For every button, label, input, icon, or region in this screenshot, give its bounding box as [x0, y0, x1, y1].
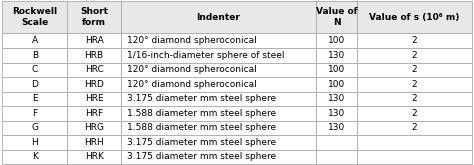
Bar: [121, 121, 316, 135]
Text: 2: 2: [411, 94, 417, 103]
Bar: [121, 92, 316, 106]
Bar: [357, 63, 472, 77]
Bar: [316, 77, 357, 92]
Bar: [357, 121, 472, 135]
Bar: [2, 92, 67, 106]
Text: 100: 100: [328, 80, 345, 89]
Bar: [121, 135, 316, 150]
Text: D: D: [31, 80, 38, 89]
Text: 100: 100: [328, 36, 345, 45]
Bar: [67, 92, 121, 106]
Text: HRB: HRB: [84, 51, 104, 60]
Bar: [67, 121, 121, 135]
Text: B: B: [32, 51, 38, 60]
Bar: [2, 1, 67, 33]
Bar: [2, 121, 67, 135]
Text: C: C: [32, 65, 38, 74]
Text: HRC: HRC: [85, 65, 103, 74]
Text: 130: 130: [328, 123, 345, 132]
Text: 130: 130: [328, 94, 345, 103]
Bar: [2, 63, 67, 77]
Text: Rockwell
Scale: Rockwell Scale: [12, 7, 57, 27]
Bar: [67, 1, 121, 33]
Text: K: K: [32, 152, 38, 161]
Bar: [121, 48, 316, 63]
Bar: [357, 48, 472, 63]
Bar: [357, 106, 472, 121]
Text: 3.175 diameter mm steel sphere: 3.175 diameter mm steel sphere: [127, 152, 276, 161]
Text: 100: 100: [328, 65, 345, 74]
Bar: [357, 33, 472, 48]
Bar: [121, 77, 316, 92]
Bar: [67, 135, 121, 150]
Text: 120° diamond spheroconical: 120° diamond spheroconical: [127, 80, 256, 89]
Text: HRH: HRH: [84, 138, 104, 147]
Bar: [357, 92, 472, 106]
Bar: [316, 33, 357, 48]
Text: Value of s (10⁶ m): Value of s (10⁶ m): [369, 13, 460, 22]
Text: HRE: HRE: [85, 94, 103, 103]
Text: 2: 2: [411, 36, 417, 45]
Bar: [316, 48, 357, 63]
Bar: [316, 106, 357, 121]
Text: 3.175 diameter mm steel sphere: 3.175 diameter mm steel sphere: [127, 94, 276, 103]
Bar: [357, 150, 472, 164]
Text: 120° diamond spheroconical: 120° diamond spheroconical: [127, 65, 256, 74]
Text: HRD: HRD: [84, 80, 104, 89]
Bar: [2, 135, 67, 150]
Text: HRA: HRA: [85, 36, 103, 45]
Text: 2: 2: [411, 123, 417, 132]
Text: Value of
N: Value of N: [316, 7, 357, 27]
Bar: [67, 63, 121, 77]
Bar: [316, 92, 357, 106]
Bar: [121, 1, 316, 33]
Bar: [121, 63, 316, 77]
Text: 120° diamond spheroconical: 120° diamond spheroconical: [127, 36, 256, 45]
Bar: [121, 33, 316, 48]
Bar: [2, 77, 67, 92]
Bar: [67, 48, 121, 63]
Bar: [2, 106, 67, 121]
Bar: [67, 77, 121, 92]
Bar: [316, 150, 357, 164]
Bar: [2, 150, 67, 164]
Text: HRK: HRK: [85, 152, 103, 161]
Text: 1.588 diameter mm steel sphere: 1.588 diameter mm steel sphere: [127, 123, 276, 132]
Bar: [2, 33, 67, 48]
Text: E: E: [32, 94, 37, 103]
Text: 130: 130: [328, 109, 345, 118]
Bar: [67, 106, 121, 121]
Text: 1/16-inch-diameter sphere of steel: 1/16-inch-diameter sphere of steel: [127, 51, 284, 60]
Text: HRG: HRG: [84, 123, 104, 132]
Text: 2: 2: [411, 65, 417, 74]
Bar: [316, 121, 357, 135]
Text: 2: 2: [411, 51, 417, 60]
Text: 2: 2: [411, 80, 417, 89]
Bar: [121, 106, 316, 121]
Bar: [357, 77, 472, 92]
Text: 130: 130: [328, 51, 345, 60]
Text: A: A: [32, 36, 38, 45]
Text: HRF: HRF: [85, 109, 103, 118]
Bar: [357, 1, 472, 33]
Bar: [2, 48, 67, 63]
Bar: [67, 33, 121, 48]
Text: 2: 2: [411, 109, 417, 118]
Text: G: G: [31, 123, 38, 132]
Text: 1.588 diameter mm steel sphere: 1.588 diameter mm steel sphere: [127, 109, 276, 118]
Text: Indenter: Indenter: [197, 13, 240, 22]
Bar: [316, 135, 357, 150]
Bar: [357, 135, 472, 150]
Bar: [316, 1, 357, 33]
Text: 3.175 diameter mm steel sphere: 3.175 diameter mm steel sphere: [127, 138, 276, 147]
Bar: [67, 150, 121, 164]
Text: Short
form: Short form: [80, 7, 108, 27]
Bar: [121, 150, 316, 164]
Bar: [316, 63, 357, 77]
Text: F: F: [32, 109, 37, 118]
Text: H: H: [31, 138, 38, 147]
